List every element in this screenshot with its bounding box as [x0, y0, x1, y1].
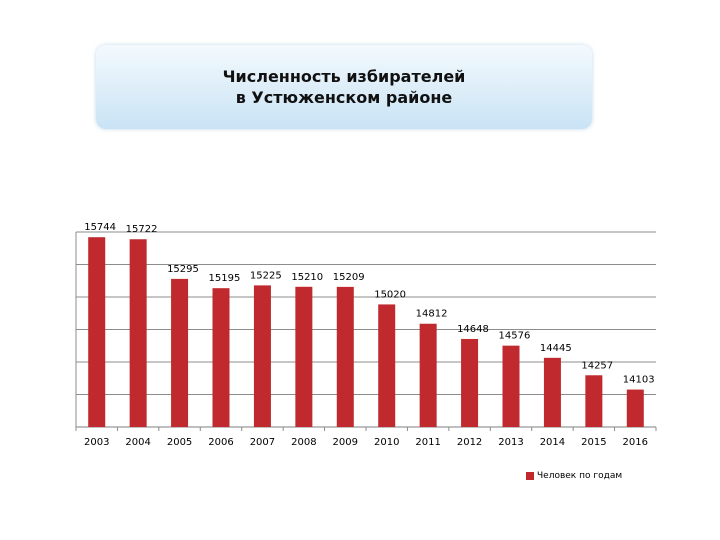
- bar: [295, 286, 313, 427]
- bar: [129, 239, 147, 427]
- bar: [543, 357, 561, 427]
- bar: [253, 285, 271, 427]
- bar: [461, 338, 479, 427]
- data-label: 15195: [209, 273, 241, 284]
- data-label: 15722: [126, 224, 158, 235]
- data-label: 15210: [291, 272, 323, 283]
- data-label: 14445: [540, 343, 572, 354]
- chart-legend: Человек по годам: [526, 471, 622, 481]
- data-label: 14812: [416, 309, 448, 320]
- data-label: 15020: [374, 289, 406, 300]
- x-tick-label: 2008: [291, 437, 316, 448]
- chart-title-line-1: Численность избирателей: [222, 67, 466, 86]
- x-tick-label: 2004: [125, 437, 150, 448]
- data-label: 14257: [581, 360, 613, 371]
- x-tick-label: 2005: [167, 437, 192, 448]
- x-tick-label: 2012: [457, 437, 482, 448]
- legend-label: Человек по годам: [537, 471, 623, 481]
- x-tick-label: 2014: [540, 437, 565, 448]
- x-tick-label: 2007: [250, 437, 275, 448]
- data-label: 14576: [499, 331, 531, 342]
- data-label: 15295: [167, 264, 199, 275]
- bar: [212, 288, 230, 427]
- x-tick-label: 2010: [374, 437, 399, 448]
- bar: [88, 237, 106, 427]
- bar: [502, 345, 520, 427]
- x-tick-label: 2011: [415, 437, 440, 448]
- x-tick-label: 2013: [498, 437, 523, 448]
- x-tick-label: 2003: [84, 437, 109, 448]
- data-label: 14648: [457, 324, 489, 335]
- bar: [378, 304, 396, 427]
- chart-title-line-2: в Устюженском районе: [235, 88, 453, 107]
- x-tick-label: 2006: [208, 437, 233, 448]
- x-tick-label: 2015: [581, 437, 606, 448]
- bar: [419, 323, 437, 427]
- bar: [336, 286, 354, 427]
- x-tick-label: 2009: [333, 437, 358, 448]
- x-tick-label: 2016: [623, 437, 648, 448]
- data-label: 15225: [250, 270, 282, 281]
- data-label: 15209: [333, 272, 365, 283]
- data-label: 14103: [623, 375, 655, 386]
- legend-swatch: [526, 472, 534, 480]
- data-label: 15744: [84, 222, 116, 233]
- chart-title-box: Численность избирателей в Устюженском ра…: [96, 45, 592, 129]
- bar: [171, 278, 189, 427]
- bar: [585, 375, 603, 427]
- bar: [626, 389, 644, 427]
